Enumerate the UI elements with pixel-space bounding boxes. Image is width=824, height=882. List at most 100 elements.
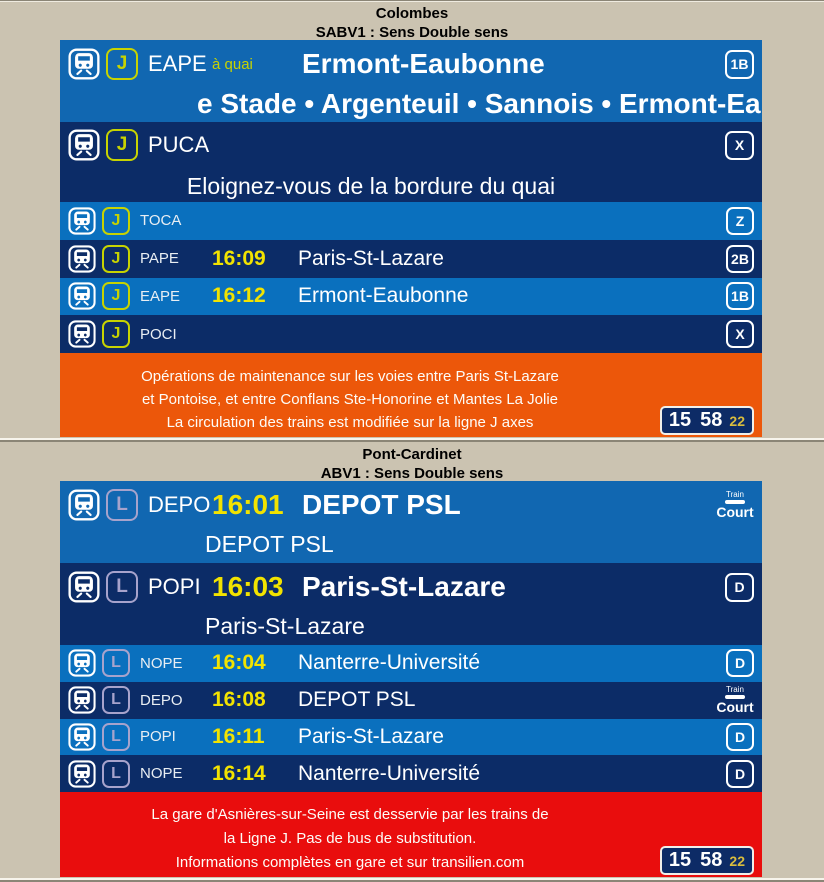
departure-time: 16:09 [212, 246, 266, 270]
train-row: L DEPO 16:01 DEPOT PSL Train Court DEPOT… [60, 481, 762, 563]
line-l-badge: L [102, 722, 130, 751]
clock-seconds: 22 [729, 412, 745, 429]
clock-minutes: 58 [700, 849, 723, 871]
banner-line: La gare d'Asnières-sur-Seine est desserv… [151, 806, 549, 823]
line-l-badge: L [102, 649, 130, 678]
train-row: J EAPE 16:12 Ermont-Eaubonne 1B [60, 277, 762, 316]
clock-seconds: 22 [729, 852, 745, 869]
train-row: L DEPO 16:08 DEPOT PSL Train Court [60, 681, 762, 719]
departure-board-pont-cardinet: L DEPO 16:01 DEPOT PSL Train Court DEPOT… [60, 481, 762, 877]
banner-line: la Ligne J. Pas de bus de substitution. [223, 830, 477, 847]
train-icon [68, 723, 96, 751]
mission-code: POPI [148, 574, 201, 599]
short-train-icon: Train Court [716, 685, 754, 716]
platform-badge: D [726, 649, 754, 678]
mission-code: NOPE [140, 765, 183, 783]
banner-line: Informations complètes en gare et sur tr… [175, 854, 525, 871]
train-icon [68, 571, 100, 603]
line-j-badge: J [102, 244, 130, 273]
train-row: J EAPE à quai Ermont-Eaubonne 1B e Stade… [60, 40, 762, 122]
row-main-line: J EAPE à quai Ermont-Eaubonne 1B [60, 40, 762, 88]
line-l-badge: L [102, 759, 130, 788]
train-icon [68, 686, 96, 714]
line-j-badge: J [102, 206, 130, 235]
destination: DEPOT PSL [298, 688, 416, 712]
line-l-badge: L [102, 686, 130, 715]
train-icon [68, 760, 96, 788]
top-edge-divider [0, 0, 824, 3]
destination: DEPOT PSL [302, 489, 461, 520]
platform-badge: 1B [726, 282, 754, 311]
safety-message: Eloignez-vous de la bordure du quai [186, 172, 556, 199]
destination: Ermont-Eaubonne [302, 48, 545, 79]
row-sub-line: e Stade • Argenteuil • Sannois • Ermont-… [60, 88, 762, 122]
clock: 15 58 22 [659, 846, 754, 875]
short-train-bar [725, 695, 745, 700]
line-l-badge: L [106, 489, 138, 521]
train-icon [68, 649, 96, 677]
station-title: Pont-Cardinet [362, 446, 462, 463]
platform-badge: D [726, 722, 754, 751]
departure-time: 16:04 [212, 651, 266, 675]
destination: Ermont-Eaubonne [298, 284, 469, 308]
mission-code: DEPO [140, 691, 183, 709]
train-icon [68, 207, 96, 235]
departure-board-colombes: J EAPE à quai Ermont-Eaubonne 1B e Stade… [60, 40, 762, 437]
mission-code: EAPE [148, 51, 207, 76]
traffic-info-banner: La gare d'Asnières-sur-Seine est desserv… [60, 792, 762, 877]
line-j-badge: J [102, 320, 130, 349]
board-subtitle: ABV1 : Sens Double sens [320, 465, 504, 482]
platform-badge: 2B [726, 244, 754, 273]
departure-time: 16:08 [212, 688, 266, 712]
line-j-badge: J [102, 282, 130, 311]
clock-minutes: 58 [700, 409, 723, 431]
departure-time: 16:12 [212, 284, 266, 308]
platform-badge: D [725, 572, 754, 602]
station-title: Colombes [375, 5, 449, 22]
train-icon [68, 489, 100, 521]
train-icon [68, 129, 100, 161]
departure-time: 16:03 [212, 571, 284, 602]
destination: Nanterre-Université [298, 761, 481, 785]
banner-line: Opérations de maintenance sur les voies … [141, 368, 559, 385]
mission-code: PUCA [148, 132, 210, 158]
banner-line: La circulation des trains est modifiée s… [166, 414, 534, 431]
train-row: J PUCA X Eloignez-vous de la bordure du … [60, 122, 762, 202]
line-j-badge: J [106, 129, 138, 162]
clock-hours: 15 [668, 849, 692, 871]
train-row: J POCI X [60, 315, 762, 353]
train-row: L POPI 16:11 Paris-St-Lazare D [60, 718, 762, 756]
sub-destination: Paris-St-Lazare [205, 613, 365, 639]
row-main-line: L DEPO 16:01 DEPOT PSL Train Court [60, 481, 762, 529]
mission-code: DEPO [148, 492, 211, 517]
mission-code: TOCA [140, 212, 182, 230]
clock-hours: 15 [668, 409, 692, 431]
train-row: L NOPE 16:04 Nanterre-Université D [60, 645, 762, 682]
row-sub-line: Paris-St-Lazare [60, 611, 762, 645]
line-j-badge: J [106, 48, 138, 80]
traffic-info-text: Opérations de maintenance sur les voies … [60, 353, 640, 434]
row-main-line: J PUCA X [60, 122, 762, 169]
train-icon [68, 48, 100, 80]
stops-ticker: e Stade • Argenteuil • Sannois • Ermont-… [197, 88, 762, 119]
mission-code: NOPE [140, 654, 183, 672]
board-subtitle: SABV1 : Sens Double sens [315, 24, 509, 41]
mission-code: EAPE [140, 287, 181, 305]
train-row: J PAPE 16:09 Paris-St-Lazare 2B [60, 239, 762, 278]
mission-code: POPI [140, 728, 176, 746]
row-sub-line: Eloignez-vous de la bordure du quai [60, 169, 762, 202]
destination: Paris-St-Lazare [302, 571, 506, 602]
mission-code: PAPE [140, 250, 179, 268]
train-row: L NOPE 16:14 Nanterre-Université D [60, 755, 762, 792]
row-sub-line: DEPOT PSL [60, 529, 762, 563]
departure-time: 16:11 [212, 724, 265, 748]
sub-destination: DEPOT PSL [205, 531, 334, 557]
departure-time: 16:01 [212, 489, 284, 520]
short-train-icon: Train Court [716, 490, 754, 520]
departure-time: 16:14 [212, 761, 266, 785]
clock: 15 58 22 [659, 406, 754, 435]
train-row: L POPI 16:03 Paris-St-Lazare D Paris-St-… [60, 563, 762, 645]
banner-line: et Pontoise, et entre Conflans Ste-Honor… [141, 391, 559, 408]
short-train-bar [725, 500, 745, 504]
